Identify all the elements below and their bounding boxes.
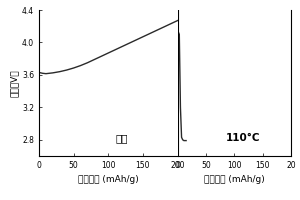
- Y-axis label: 电压（V）: 电压（V）: [10, 69, 19, 97]
- Text: 110°C: 110°C: [226, 133, 261, 143]
- X-axis label: 放电容量 (mAh/g): 放电容量 (mAh/g): [204, 175, 265, 184]
- Text: 室温: 室温: [116, 133, 128, 143]
- X-axis label: 充电容量 (mAh/g): 充电容量 (mAh/g): [78, 175, 139, 184]
